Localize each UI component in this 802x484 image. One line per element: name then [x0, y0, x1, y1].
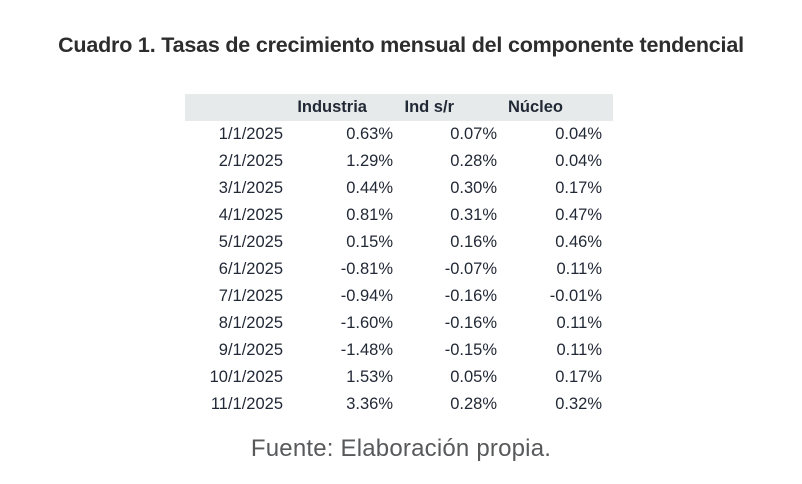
date-cell: 4/1/2025	[218, 206, 283, 224]
value-cell: -0.16%	[444, 287, 497, 305]
value-cell: -0.94%	[340, 287, 393, 305]
date-cell: 2/1/2025	[218, 152, 283, 170]
table-row: 3/1/2025 0.44% 0.30% 0.17%	[185, 175, 613, 202]
header-cell-ind-sr: Ind s/r	[404, 98, 454, 116]
value-cell: -0.15%	[444, 341, 497, 359]
value-cell: -1.48%	[340, 341, 393, 359]
value-cell: 0.44%	[346, 179, 393, 197]
date-cell: 10/1/2025	[209, 368, 283, 386]
value-cell: 0.81%	[346, 206, 393, 224]
value-cell: -0.16%	[444, 314, 497, 332]
value-cell: 0.30%	[450, 179, 497, 197]
value-cell: -1.60%	[340, 314, 393, 332]
table-row: 7/1/2025 -0.94% -0.16% -0.01%	[185, 283, 613, 310]
table-row: 8/1/2025 -1.60% -0.16% 0.11%	[185, 310, 613, 337]
date-cell: 5/1/2025	[218, 233, 283, 251]
value-cell: 1.53%	[346, 368, 393, 386]
value-cell: 0.63%	[346, 125, 393, 143]
value-cell: 0.17%	[555, 179, 602, 197]
value-cell: 0.11%	[556, 314, 602, 332]
date-cell: 8/1/2025	[218, 314, 283, 332]
data-table: Industria Ind s/r Núcleo 1/1/2025 0.63% 0.…	[185, 94, 613, 418]
table-row: 6/1/2025 -0.81% -0.07% 0.11%	[185, 256, 613, 283]
value-cell: 0.04%	[555, 152, 602, 170]
value-cell: 0.11%	[556, 260, 602, 278]
value-cell: 0.17%	[555, 368, 602, 386]
value-cell: -0.01%	[549, 287, 602, 305]
table-row: 4/1/2025 0.81% 0.31% 0.47%	[185, 202, 613, 229]
value-cell: -0.81%	[340, 260, 393, 278]
date-cell: 3/1/2025	[218, 179, 283, 197]
header-cell-nucleo: Núcleo	[507, 98, 563, 116]
value-cell: 0.11%	[556, 341, 602, 359]
table-row: 2/1/2025 1.29% 0.28% 0.04%	[185, 148, 613, 175]
value-cell: 3.36%	[346, 395, 393, 413]
date-cell: 9/1/2025	[218, 341, 283, 359]
header-cell-industria: Industria	[297, 98, 367, 116]
date-cell: 1/1/2025	[218, 125, 283, 143]
value-cell: 0.16%	[450, 233, 497, 251]
value-cell: 0.32%	[555, 395, 602, 413]
date-cell: 11/1/2025	[210, 395, 283, 413]
value-cell: 0.31%	[450, 206, 497, 224]
value-cell: 0.15%	[346, 233, 393, 251]
value-cell: 0.47%	[555, 206, 602, 224]
value-cell: -0.07%	[444, 260, 497, 278]
date-cell: 7/1/2025	[218, 287, 283, 305]
figure-title: Cuadro 1. Tasas de crecimiento mensual d…	[58, 33, 744, 57]
table-header-row: Industria Ind s/r Núcleo	[185, 94, 613, 121]
table-row: 5/1/2025 0.15% 0.16% 0.46%	[185, 229, 613, 256]
value-cell: 0.05%	[450, 368, 497, 386]
table-body: 1/1/2025 0.63% 0.07% 0.04% 2/1/2025 1.29% 0.28…	[185, 121, 613, 418]
date-cell: 6/1/2025	[218, 260, 283, 278]
table-row: 1/1/2025 0.63% 0.07% 0.04%	[185, 121, 613, 148]
table-row: 10/1/2025 1.53% 0.05% 0.17%	[185, 364, 613, 391]
value-cell: 0.04%	[555, 125, 602, 143]
source-note: Fuente: Elaboración propia.	[250, 435, 552, 462]
value-cell: 0.28%	[450, 152, 497, 170]
value-cell: 1.29%	[346, 152, 393, 170]
table-row: 11/1/2025 3.36% 0.28% 0.32%	[185, 391, 613, 418]
value-cell: 0.28%	[450, 395, 497, 413]
table-row: 9/1/2025 -1.48% -0.15% 0.11%	[185, 337, 613, 364]
value-cell: 0.46%	[555, 233, 602, 251]
value-cell: 0.07%	[450, 125, 497, 143]
